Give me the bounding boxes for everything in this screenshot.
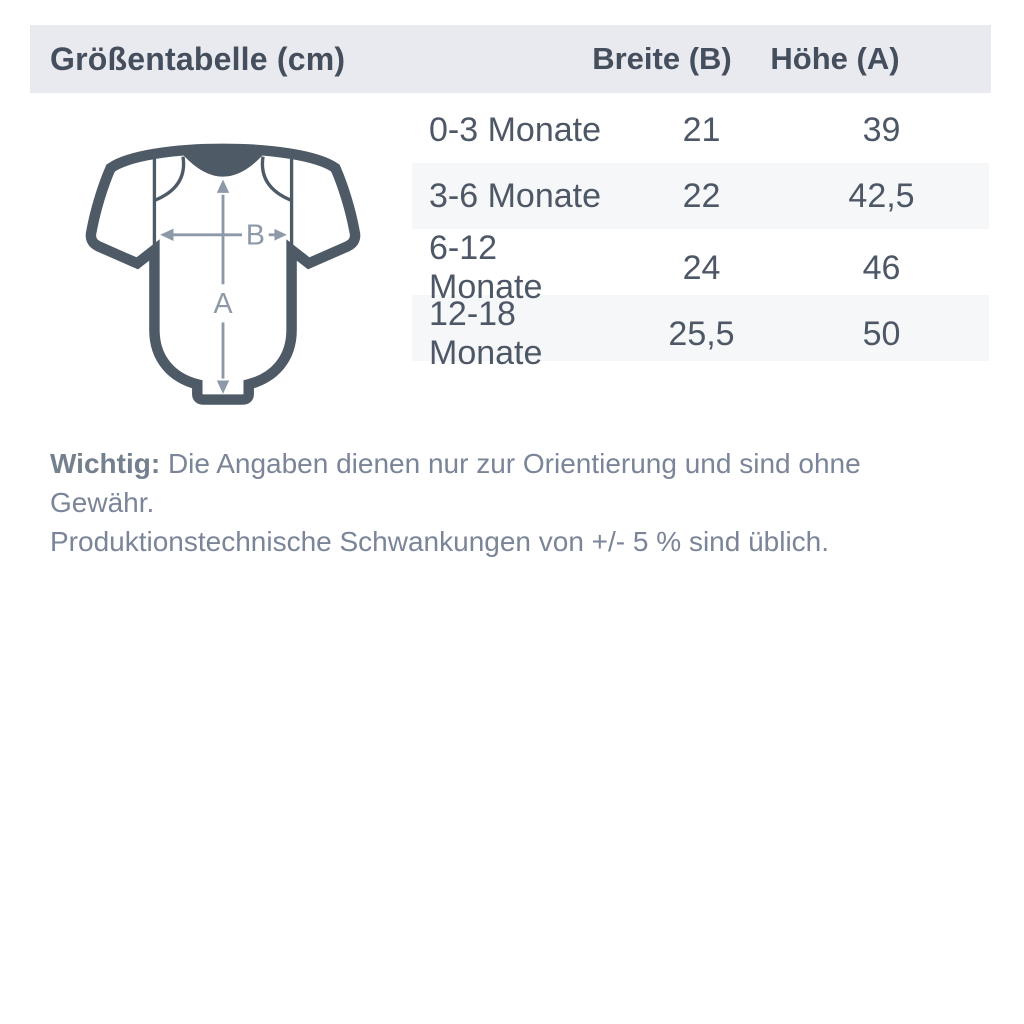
width-value: 21 xyxy=(682,110,721,149)
width-arrow-label: B xyxy=(246,219,265,251)
height-value: 39 xyxy=(862,110,901,149)
column-header-height: Höhe (A) xyxy=(770,41,900,76)
chart-title: Größentabelle (cm) xyxy=(50,40,346,77)
height-value: 46 xyxy=(862,248,901,287)
width-value: 25,5 xyxy=(668,314,735,353)
disclaimer-text-line1: Wichtig: Die Angaben dienen nur zur Orie… xyxy=(50,448,861,518)
size-chart-header: Größentabelle (cm) Breite (B) Höhe (A) xyxy=(30,25,991,93)
table-row: 3-6 Monate 22 42,5 xyxy=(412,163,989,229)
left-shoulder-fold-line xyxy=(153,156,186,203)
size-label: 12-18 Monate xyxy=(429,295,543,372)
table-row: 0-3 Monate 21 39 xyxy=(412,97,989,163)
height-measure-arrow: A xyxy=(213,179,233,394)
size-label: 0-3 Monate xyxy=(429,110,601,149)
height-value: 50 xyxy=(862,314,901,353)
table-row: 12-18 Monate 25,5 50 xyxy=(412,295,989,372)
size-table: 0-3 Monate 21 39 3-6 Monate 22 42,5 6-12… xyxy=(412,97,989,372)
disclaimer-note: Wichtig: Die Angaben dienen nur zur Orie… xyxy=(50,444,970,561)
size-label: 3-6 Monate xyxy=(429,176,601,215)
width-value: 24 xyxy=(682,248,721,287)
collar-shape xyxy=(182,149,264,177)
height-arrow-label: A xyxy=(213,288,232,320)
column-header-width: Breite (B) xyxy=(592,41,732,76)
disclaimer-text-line2: Produktionstechnische Schwankungen von +… xyxy=(50,526,830,557)
bodysuit-diagram: B A xyxy=(85,143,361,405)
size-label: 6-12 Monate xyxy=(429,229,543,306)
disclaimer-label: Wichtig: xyxy=(50,448,161,479)
width-value: 22 xyxy=(682,176,721,215)
right-shoulder-fold-line xyxy=(260,156,293,203)
table-row: 6-12 Monate 24 46 xyxy=(412,229,989,306)
width-measure-arrow: B xyxy=(160,219,287,251)
height-value: 42,5 xyxy=(848,176,915,215)
